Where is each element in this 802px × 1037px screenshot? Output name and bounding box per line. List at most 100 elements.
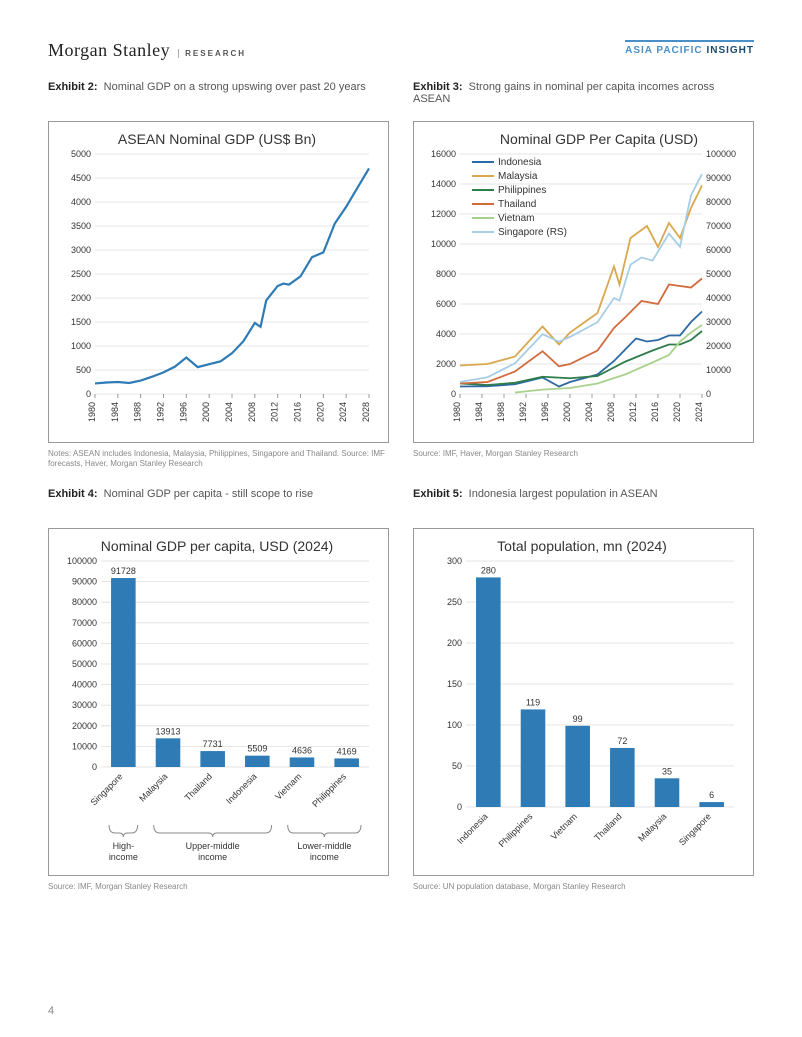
svg-text:1996: 1996 <box>178 402 188 422</box>
svg-text:Nominal GDP per capita, USD (2: Nominal GDP per capita, USD (2024) <box>101 538 333 554</box>
exhibit-2: Exhibit 2: Nominal GDP on a strong upswi… <box>48 81 389 470</box>
exhibit-2-chart: ASEAN Nominal GDP (US$ Bn)05001000150020… <box>48 121 389 443</box>
svg-text:14000: 14000 <box>431 179 456 189</box>
svg-text:50000: 50000 <box>706 269 731 279</box>
svg-text:2004: 2004 <box>224 402 234 422</box>
svg-text:80000: 80000 <box>72 597 97 607</box>
page-number: 4 <box>48 1005 54 1017</box>
svg-text:2016: 2016 <box>293 402 303 422</box>
svg-text:2000: 2000 <box>201 402 211 422</box>
exhibit-2-text: Nominal GDP on a strong upswing over pas… <box>104 81 366 93</box>
page: Morgan Stanley RESEARCH ASIA PACIFIC INS… <box>0 0 802 922</box>
svg-text:60000: 60000 <box>706 245 731 255</box>
svg-text:2012: 2012 <box>270 402 280 422</box>
svg-text:35: 35 <box>662 766 672 776</box>
svg-text:2000: 2000 <box>562 402 572 422</box>
exhibit-4-label: Exhibit 4: <box>48 488 98 500</box>
exhibit-3-chart: Nominal GDP Per Capita (USD) 0 2000 4000 600… <box>413 121 754 443</box>
svg-text:Thailand: Thailand <box>498 199 536 210</box>
svg-text:4000: 4000 <box>436 329 456 339</box>
exhibit-3-caption: Exhibit 3: Strong gains in nominal per c… <box>413 81 754 111</box>
svg-text:2020: 2020 <box>672 402 682 422</box>
brand-left: Morgan Stanley RESEARCH <box>48 40 246 61</box>
svg-text:70000: 70000 <box>706 221 731 231</box>
svg-text:Vietnam: Vietnam <box>549 811 579 841</box>
svg-text:High-: High- <box>113 841 135 851</box>
svg-text:Lower-middle: Lower-middle <box>297 841 351 851</box>
svg-text:1988: 1988 <box>496 402 506 422</box>
svg-text:1000: 1000 <box>71 341 91 351</box>
brand-insight: INSIGHT <box>706 45 754 56</box>
exhibit-3: Exhibit 3: Strong gains in nominal per c… <box>413 81 754 470</box>
svg-text:ASEAN Nominal GDP (US$ Bn): ASEAN Nominal GDP (US$ Bn) <box>118 131 316 147</box>
svg-text:8000: 8000 <box>436 269 456 279</box>
svg-text:4000: 4000 <box>71 197 91 207</box>
svg-text:Nominal GDP Per Capita (USD): Nominal GDP Per Capita (USD) <box>500 131 698 147</box>
svg-text:2028: 2028 <box>361 402 371 422</box>
svg-text:1980: 1980 <box>452 402 462 422</box>
svg-text:0: 0 <box>86 389 91 399</box>
svg-text:250: 250 <box>447 597 462 607</box>
exhibit-3-note: Source: IMF, Haver, Morgan Stanley Resea… <box>413 449 754 459</box>
svg-text:Indonesia: Indonesia <box>498 157 542 168</box>
svg-text:100: 100 <box>447 720 462 730</box>
svg-text:Thailand: Thailand <box>183 771 214 802</box>
svg-text:5000: 5000 <box>71 149 91 159</box>
svg-text:1980: 1980 <box>87 402 97 422</box>
svg-text:60000: 60000 <box>72 638 97 648</box>
exhibit-4-chart: Nominal GDP per capita, USD (2024) 0 10000… <box>48 528 389 876</box>
svg-text:4500: 4500 <box>71 173 91 183</box>
svg-text:1992: 1992 <box>156 402 166 422</box>
svg-text:30000: 30000 <box>72 700 97 710</box>
exhibit-5-caption: Exhibit 5: Indonesia largest population … <box>413 488 754 518</box>
exhibit-4-note: Source: IMF, Morgan Stanley Research <box>48 882 389 892</box>
svg-text:119: 119 <box>526 697 540 707</box>
svg-text:1992: 1992 <box>518 402 528 422</box>
svg-text:10000: 10000 <box>72 741 97 751</box>
svg-text:90000: 90000 <box>72 576 97 586</box>
svg-text:50000: 50000 <box>72 659 97 669</box>
svg-text:20000: 20000 <box>706 341 731 351</box>
svg-text:Philippines: Philippines <box>310 771 348 809</box>
exhibit-4-caption: Exhibit 4: Nominal GDP per capita - stil… <box>48 488 389 518</box>
svg-text:90000: 90000 <box>706 173 731 183</box>
exhibit-5-label: Exhibit 5: <box>413 488 463 500</box>
svg-text:2024: 2024 <box>694 402 704 422</box>
line-chart-ex3: Nominal GDP Per Capita (USD) 0 2000 4000 600… <box>422 128 742 434</box>
bar-chart-ex5: Total population, mn (2024)0501001502002… <box>422 535 742 867</box>
svg-text:20000: 20000 <box>72 721 97 731</box>
svg-text:2008: 2008 <box>247 402 257 422</box>
exhibit-5: Exhibit 5: Indonesia largest population … <box>413 488 754 892</box>
svg-text:5509: 5509 <box>247 743 267 753</box>
svg-text:0: 0 <box>92 762 97 772</box>
svg-text:4636: 4636 <box>292 745 312 755</box>
brand-right: ASIA PACIFIC INSIGHT <box>625 40 754 56</box>
svg-text:0: 0 <box>451 389 456 399</box>
svg-text:1996: 1996 <box>540 402 550 422</box>
svg-text:3500: 3500 <box>71 221 91 231</box>
svg-text:80000: 80000 <box>706 197 731 207</box>
svg-text:2020: 2020 <box>315 402 325 422</box>
svg-text:2000: 2000 <box>436 359 456 369</box>
svg-text:7731: 7731 <box>203 739 223 749</box>
svg-text:1988: 1988 <box>133 402 143 422</box>
svg-text:200: 200 <box>447 638 462 648</box>
svg-text:Vietnam: Vietnam <box>273 771 303 801</box>
brand-name: Morgan Stanley <box>48 40 170 61</box>
svg-text:10000: 10000 <box>706 365 731 375</box>
brand-asia: ASIA PACIFIC <box>625 45 703 56</box>
svg-text:2004: 2004 <box>584 402 594 422</box>
svg-text:Philippines: Philippines <box>498 185 546 196</box>
svg-text:Singapore (RS): Singapore (RS) <box>498 227 567 238</box>
svg-text:Upper-middle: Upper-middle <box>186 841 240 851</box>
svg-text:Thailand: Thailand <box>592 811 623 842</box>
svg-text:99: 99 <box>573 714 583 724</box>
exhibit-5-chart: Total population, mn (2024)0501001502002… <box>413 528 754 876</box>
exhibit-5-text: Indonesia largest population in ASEAN <box>469 488 658 500</box>
svg-text:2012: 2012 <box>628 402 638 422</box>
svg-text:income: income <box>310 852 339 862</box>
svg-text:6: 6 <box>709 790 714 800</box>
svg-text:Indonesia: Indonesia <box>224 771 259 806</box>
svg-text:2000: 2000 <box>71 293 91 303</box>
svg-text:1984: 1984 <box>474 402 484 422</box>
